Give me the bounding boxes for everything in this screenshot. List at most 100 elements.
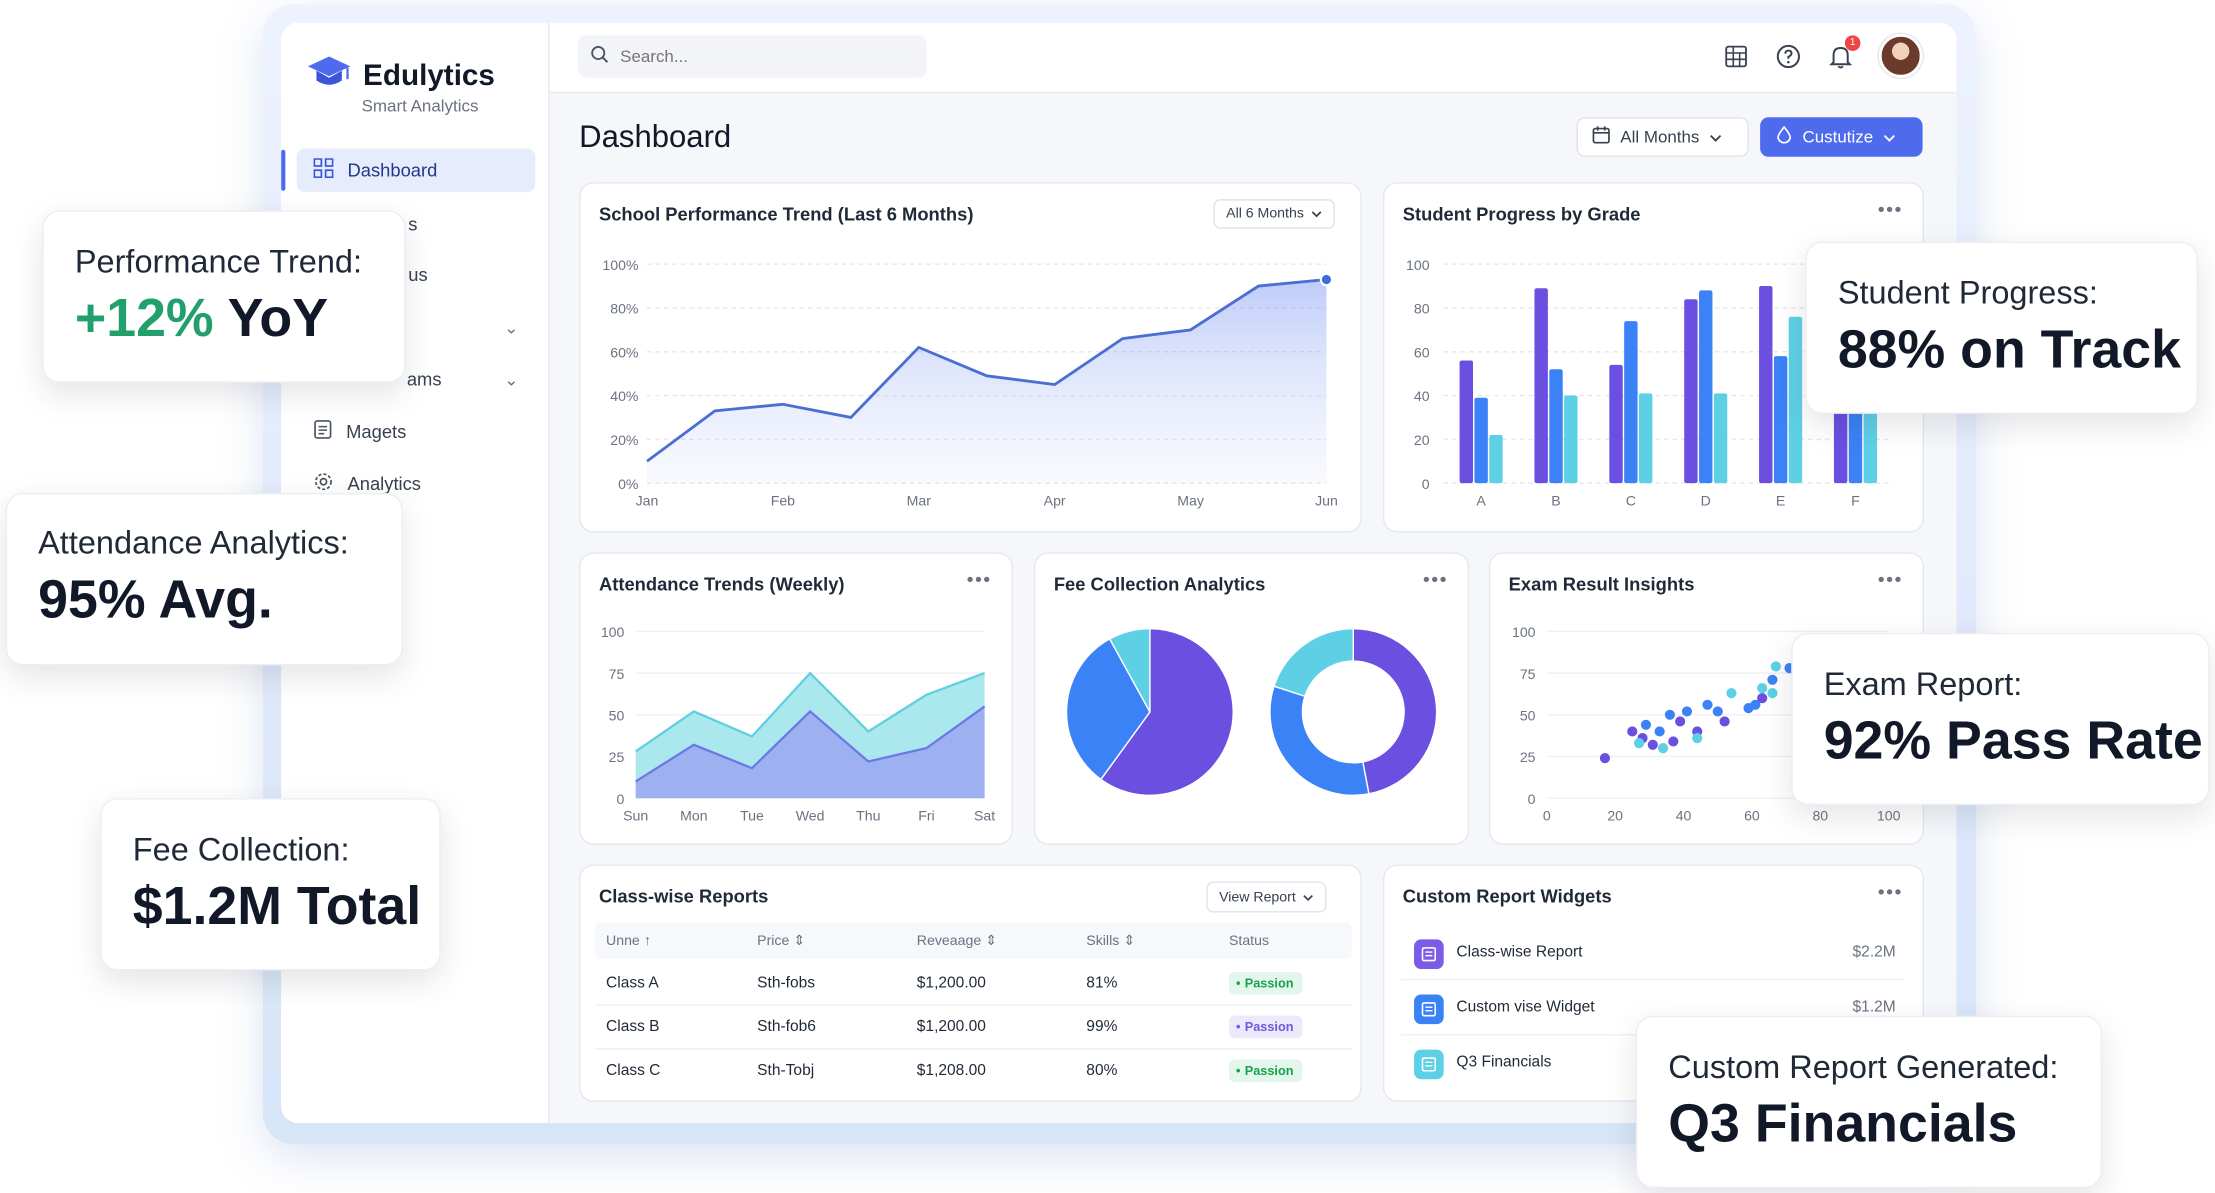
scatter-point [1681, 706, 1693, 717]
more-icon[interactable]: ••• [1422, 567, 1448, 591]
donut-slice [1352, 627, 1438, 795]
cell-price: Sth-fob6 [757, 1018, 816, 1036]
column-header-name[interactable]: Unne ↑ [606, 933, 651, 950]
table-icon[interactable] [1721, 41, 1752, 72]
bar [1549, 369, 1563, 484]
x-tick-label: Sat [974, 808, 995, 824]
x-tick-label: Tue [740, 808, 764, 824]
more-icon[interactable]: ••• [1877, 567, 1903, 591]
list-item[interactable]: Class-wise Report $2.2M [1401, 927, 1905, 981]
cell-skills: 80% [1086, 1062, 1118, 1080]
calendar-icon [1592, 126, 1610, 149]
table-row[interactable]: Class C Sth-Tobj $1,208.00 80% • Passion [595, 1050, 1352, 1094]
chevron-down-icon [1311, 206, 1322, 222]
series-line [635, 671, 985, 753]
sidebar-item-analytics[interactable]: Analytics [297, 462, 536, 506]
bell-icon[interactable]: 1 [1825, 35, 1861, 72]
table-row[interactable]: Class B Sth-fob6 $1,200.00 99% • Passion [594, 1006, 1352, 1050]
sidebar-item-s[interactable]: s [297, 202, 536, 246]
cell-name: Class A [606, 974, 659, 992]
widget-label: Custom vise Widget [1456, 998, 1595, 1016]
list-item[interactable]: Q3 Financials [1401, 1037, 1904, 1091]
scatter-point [1640, 719, 1652, 730]
y-tick-label: 0 [617, 791, 625, 807]
sidebar-item-magets[interactable]: Magets [297, 410, 536, 454]
scatter-point [1668, 736, 1679, 747]
y-tick-label: 25 [609, 749, 625, 765]
scatter-point [1757, 683, 1768, 694]
bar [1609, 364, 1623, 484]
x-tick-label: C [1626, 493, 1636, 509]
x-tick-label: 100 [1877, 808, 1901, 824]
card-title: Custom Report Widgets [1402, 885, 1612, 907]
status-badge: • Passion [1228, 1015, 1302, 1039]
cell-revenue: $1,200.00 [916, 974, 986, 992]
callout-value: YoY [227, 289, 329, 349]
column-header-skills[interactable]: Skills ⇕ [1086, 933, 1136, 950]
app-window: Edulytics Smart Analytics Dashboard s us… [281, 22, 1957, 1124]
scatter-point [1750, 699, 1761, 710]
sidebar-item-dashboard[interactable]: Dashboard [296, 148, 536, 193]
sidebar-item-label: s [408, 213, 418, 235]
y-tick-label: 75 [1520, 666, 1536, 682]
x-tick-label: Fri [918, 808, 934, 824]
bar [1474, 397, 1488, 484]
search-box[interactable] [577, 35, 927, 78]
scatter-point [1726, 688, 1737, 699]
scatter-point [1675, 716, 1686, 727]
callout-fee: Fee Collection: $1.2M Total [100, 798, 441, 971]
scatter-point [1719, 716, 1730, 727]
more-icon[interactable]: ••• [1877, 197, 1903, 221]
sidebar-item-ams[interactable]: ams [297, 357, 536, 401]
x-tick-label: E [1776, 493, 1785, 509]
more-icon[interactable]: ••• [1877, 880, 1903, 903]
x-tick-label: A [1476, 493, 1486, 509]
column-header-price[interactable]: Price ⇕ [757, 933, 806, 950]
notification-badge: 1 [1844, 35, 1861, 51]
scatter-point [1627, 726, 1638, 737]
scatter-point [1654, 726, 1665, 737]
customize-button[interactable]: Custutize [1760, 117, 1923, 157]
chevron-down-icon[interactable]: ⌄ [504, 317, 519, 338]
chevron-down-icon[interactable]: ⌄ [504, 370, 519, 390]
y-tick-label: 0 [1528, 791, 1536, 807]
end-point [1319, 272, 1334, 287]
help-icon[interactable] [1773, 41, 1804, 72]
x-tick-label: 60 [1744, 808, 1760, 824]
avatar[interactable] [1878, 33, 1923, 78]
x-tick-label: Mon [680, 808, 707, 824]
search-input[interactable] [620, 46, 903, 67]
table-row[interactable]: Class A Sth-fobs $1,200.00 81% • Passion [594, 962, 1352, 1006]
callout-label: Custom Report Generated: [1668, 1048, 2059, 1085]
scatter-point [1767, 688, 1778, 699]
y-tick-label: 40% [610, 388, 639, 404]
bar [1713, 393, 1728, 484]
bar-chart: 0 20 40 60 80 100 A B C D E F [1406, 257, 1893, 509]
y-tick-label: 25 [1520, 749, 1536, 765]
sidebar-item-us[interactable]: us [297, 253, 536, 297]
series-area [635, 706, 985, 799]
card-title: Exam Result Insights [1508, 573, 1695, 595]
all-months-button[interactable]: All Months [1576, 117, 1749, 157]
cell-revenue: $1,200.00 [916, 1018, 986, 1036]
topbar: 1 [549, 22, 1957, 94]
callout-attendance: Attendance Analytics: 95% Avg. [5, 493, 403, 666]
bar [1773, 356, 1788, 484]
customize-label: Custutize [1802, 127, 1874, 147]
y-tick-label: 0 [1422, 476, 1430, 492]
more-icon[interactable]: ••• [966, 567, 992, 591]
x-tick-label: 80 [1812, 808, 1828, 824]
cell-price: Sth-Tobj [757, 1062, 815, 1080]
column-header-revenue[interactable]: Reveaage ⇕ [916, 933, 997, 950]
scatter-point [1770, 661, 1781, 672]
donut-slice [1269, 685, 1370, 797]
x-tick-label: Feb [771, 493, 795, 509]
pie-slice [1065, 637, 1151, 781]
view-report-button[interactable]: View Report [1206, 881, 1327, 913]
bar [1759, 286, 1773, 484]
y-tick-label: 0% [618, 476, 639, 492]
cell-name: Class C [606, 1062, 661, 1080]
range-select[interactable]: All 6 Months [1213, 199, 1335, 229]
card-title: Class-wise Reports [598, 885, 769, 907]
scatter-point [1767, 674, 1778, 685]
